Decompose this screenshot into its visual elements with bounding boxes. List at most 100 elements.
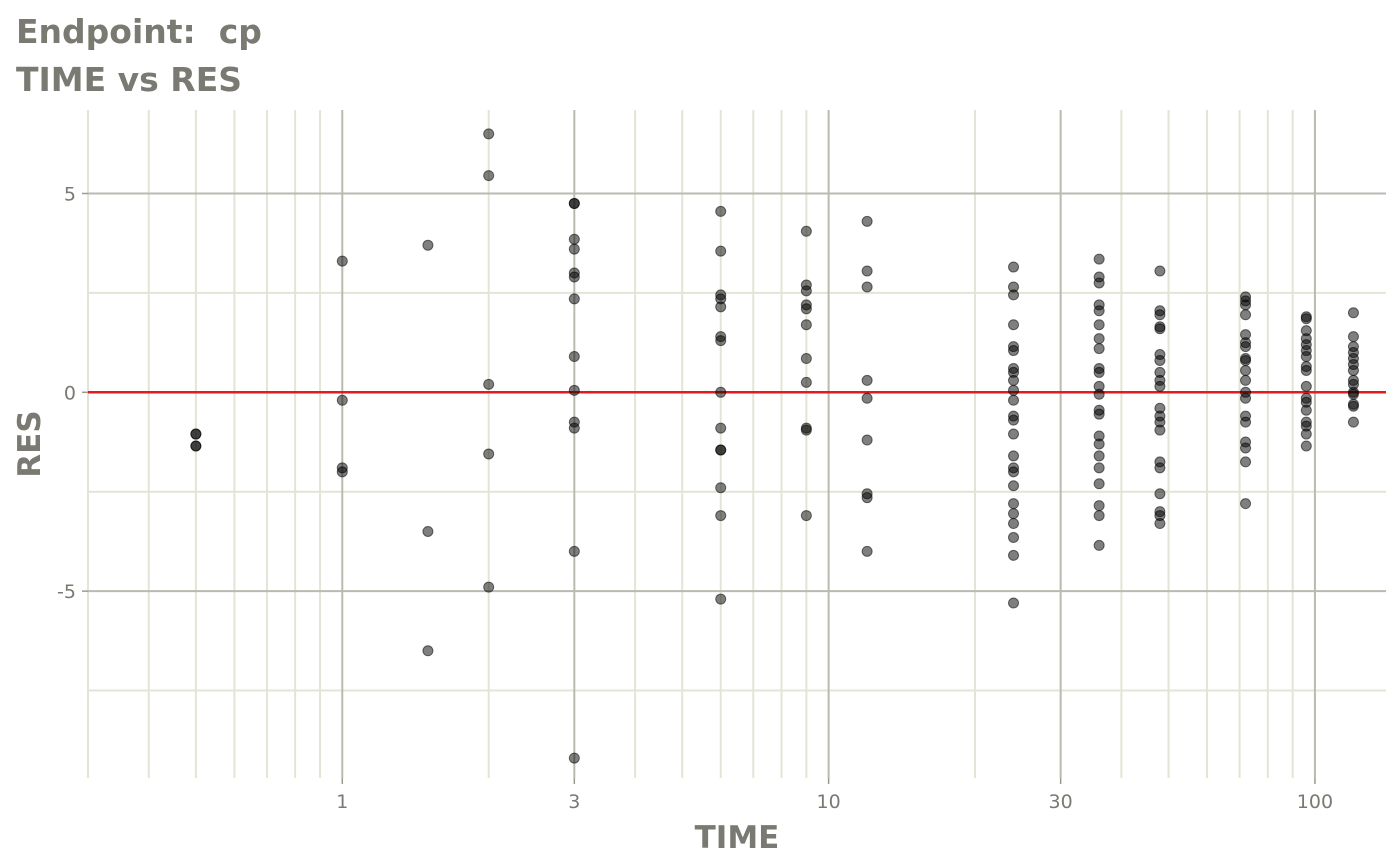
data-point <box>1154 380 1166 392</box>
data-point <box>715 335 727 347</box>
minor-gridlines <box>87 110 1386 778</box>
data-point <box>568 422 580 434</box>
data-point <box>1240 374 1252 386</box>
data-point <box>861 281 873 293</box>
data-point <box>1008 518 1020 530</box>
data-point <box>1300 440 1312 452</box>
data-point <box>1240 442 1252 454</box>
data-point <box>190 440 202 452</box>
data-point <box>1008 498 1020 510</box>
major-gridlines <box>88 110 1386 778</box>
data-point <box>1008 508 1020 520</box>
data-point <box>861 215 873 227</box>
data-point <box>1008 394 1020 406</box>
data-point <box>336 466 348 478</box>
data-point <box>715 205 727 217</box>
y-tick-label: -5 <box>57 581 76 603</box>
data-point <box>1093 450 1105 462</box>
data-point <box>568 271 580 283</box>
data-point <box>483 128 495 140</box>
data-point <box>715 482 727 494</box>
data-point <box>1347 364 1359 376</box>
data-point <box>861 374 873 386</box>
data-point <box>1154 518 1166 530</box>
data-point <box>715 422 727 434</box>
data-point <box>1240 416 1252 428</box>
data-point <box>1347 416 1359 428</box>
data-point <box>1300 428 1312 440</box>
data-point <box>1154 424 1166 436</box>
data-point <box>568 233 580 245</box>
data-point <box>1240 456 1252 468</box>
data-point <box>715 301 727 313</box>
data-point <box>861 545 873 557</box>
data-point <box>568 293 580 305</box>
data-point <box>1240 364 1252 376</box>
data-point <box>1093 253 1105 265</box>
data-point <box>1008 480 1020 492</box>
data-point <box>483 378 495 390</box>
data-point <box>1008 466 1020 478</box>
data-point <box>1008 428 1020 440</box>
x-axis-title: TIME <box>695 820 780 856</box>
data-point <box>1154 488 1166 500</box>
data-point <box>1154 462 1166 474</box>
data-point <box>422 525 434 537</box>
data-point <box>1347 400 1359 412</box>
data-point <box>800 285 812 297</box>
data-point <box>568 197 580 209</box>
data-point <box>190 428 202 440</box>
data-point <box>1093 539 1105 551</box>
data-point <box>1093 277 1105 289</box>
data-point <box>1300 404 1312 416</box>
data-point <box>861 265 873 277</box>
data-point <box>1300 351 1312 363</box>
data-point <box>715 510 727 522</box>
data-point <box>336 394 348 406</box>
y-tick-label: 0 <box>64 382 76 404</box>
data-point <box>715 593 727 605</box>
data-point <box>800 225 812 237</box>
data-point <box>1008 549 1020 561</box>
data-point <box>1300 380 1312 392</box>
data-point <box>1154 323 1166 335</box>
data-point <box>800 319 812 331</box>
data-point <box>1008 384 1020 396</box>
data-point <box>1240 392 1252 404</box>
data-point <box>568 351 580 363</box>
data-point <box>1240 498 1252 510</box>
data-point <box>1008 289 1020 301</box>
y-tick-label: 5 <box>64 184 76 206</box>
data-point <box>1008 261 1020 273</box>
data-point <box>1008 414 1020 426</box>
data-point <box>1093 478 1105 490</box>
data-point <box>1008 531 1020 543</box>
data-point <box>1093 319 1105 331</box>
data-point <box>1008 319 1020 331</box>
data-point <box>861 492 873 504</box>
data-point <box>1154 309 1166 321</box>
chart-title-line1: Endpoint: cp <box>16 12 262 51</box>
data-point <box>1093 438 1105 450</box>
data-point <box>483 581 495 593</box>
x-axis-ticks: 1 3 10 30 100 <box>336 778 1333 813</box>
data-point <box>1240 309 1252 321</box>
data-point <box>1240 299 1252 311</box>
data-point <box>715 444 727 456</box>
data-point <box>483 448 495 460</box>
data-point <box>1093 305 1105 317</box>
chart-title-line2: TIME vs RES <box>16 60 243 99</box>
data-point <box>1093 462 1105 474</box>
data-point <box>336 255 348 267</box>
data-point <box>1300 313 1312 325</box>
data-point <box>1093 343 1105 355</box>
data-point <box>1347 307 1359 319</box>
data-point <box>1347 331 1359 343</box>
data-point <box>1154 265 1166 277</box>
x-tick-label: 1 <box>336 791 348 813</box>
data-point <box>861 434 873 446</box>
data-point <box>1008 345 1020 357</box>
data-point <box>568 752 580 764</box>
data-points <box>190 128 1359 764</box>
